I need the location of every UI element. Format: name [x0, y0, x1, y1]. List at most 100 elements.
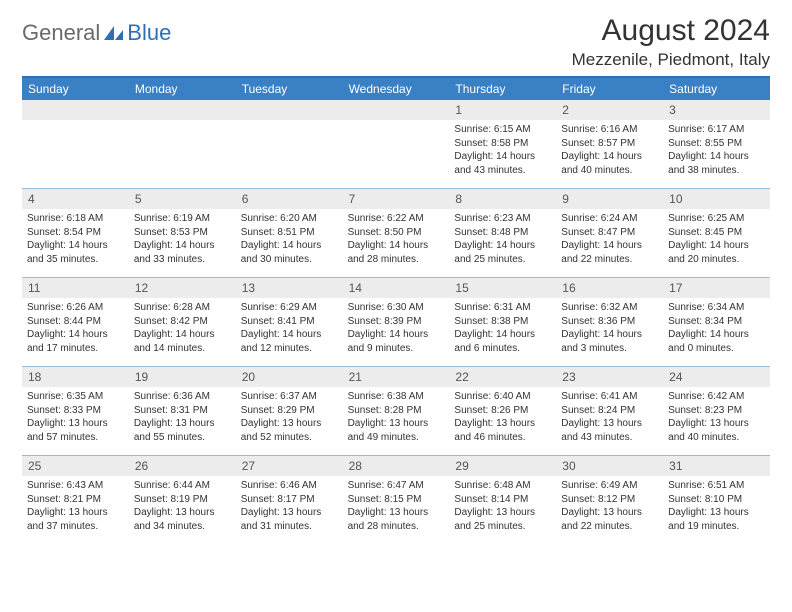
day-number: 28 — [343, 456, 450, 476]
sunrise-text: Sunrise: 6:23 AM — [454, 212, 551, 226]
week-row: 1Sunrise: 6:15 AMSunset: 8:58 PMDaylight… — [22, 100, 770, 188]
day-header: Friday — [556, 78, 663, 100]
day-number: 3 — [663, 100, 770, 120]
daylight-text: Daylight: 13 hours and 46 minutes. — [454, 417, 551, 444]
day-number: 5 — [129, 189, 236, 209]
calendar-cell: 16Sunrise: 6:32 AMSunset: 8:36 PMDayligh… — [556, 278, 663, 366]
sunrise-text: Sunrise: 6:42 AM — [668, 390, 765, 404]
calendar-cell: 4Sunrise: 6:18 AMSunset: 8:54 PMDaylight… — [22, 189, 129, 277]
sunrise-text: Sunrise: 6:26 AM — [27, 301, 124, 315]
sunset-text: Sunset: 8:45 PM — [668, 226, 765, 240]
daylight-text: Daylight: 14 hours and 33 minutes. — [134, 239, 231, 266]
week-row: 4Sunrise: 6:18 AMSunset: 8:54 PMDaylight… — [22, 188, 770, 277]
calendar-cell: 26Sunrise: 6:44 AMSunset: 8:19 PMDayligh… — [129, 456, 236, 544]
calendar-cell: 28Sunrise: 6:47 AMSunset: 8:15 PMDayligh… — [343, 456, 450, 544]
daylight-text: Daylight: 14 hours and 38 minutes. — [668, 150, 765, 177]
day-number — [343, 100, 450, 120]
calendar-cell: 12Sunrise: 6:28 AMSunset: 8:42 PMDayligh… — [129, 278, 236, 366]
calendar-cell: 17Sunrise: 6:34 AMSunset: 8:34 PMDayligh… — [663, 278, 770, 366]
day-number: 1 — [449, 100, 556, 120]
sunrise-text: Sunrise: 6:17 AM — [668, 123, 765, 137]
sunrise-text: Sunrise: 6:30 AM — [348, 301, 445, 315]
day-number: 23 — [556, 367, 663, 387]
calendar-cell: 6Sunrise: 6:20 AMSunset: 8:51 PMDaylight… — [236, 189, 343, 277]
daylight-text: Daylight: 14 hours and 6 minutes. — [454, 328, 551, 355]
sunset-text: Sunset: 8:12 PM — [561, 493, 658, 507]
day-number: 24 — [663, 367, 770, 387]
cell-body: Sunrise: 6:51 AMSunset: 8:10 PMDaylight:… — [663, 476, 770, 537]
sunset-text: Sunset: 8:21 PM — [27, 493, 124, 507]
daylight-text: Daylight: 13 hours and 37 minutes. — [27, 506, 124, 533]
day-header: Tuesday — [236, 78, 343, 100]
sunrise-text: Sunrise: 6:22 AM — [348, 212, 445, 226]
daylight-text: Daylight: 14 hours and 30 minutes. — [241, 239, 338, 266]
sunrise-text: Sunrise: 6:24 AM — [561, 212, 658, 226]
daylight-text: Daylight: 14 hours and 40 minutes. — [561, 150, 658, 177]
daylight-text: Daylight: 14 hours and 25 minutes. — [454, 239, 551, 266]
calendar-cell: 8Sunrise: 6:23 AMSunset: 8:48 PMDaylight… — [449, 189, 556, 277]
cell-body: Sunrise: 6:32 AMSunset: 8:36 PMDaylight:… — [556, 298, 663, 359]
day-header: Sunday — [22, 78, 129, 100]
calendar-cell: 7Sunrise: 6:22 AMSunset: 8:50 PMDaylight… — [343, 189, 450, 277]
page: General Blue August 2024 Mezzenile, Pied… — [0, 0, 792, 544]
sunset-text: Sunset: 8:42 PM — [134, 315, 231, 329]
day-number: 22 — [449, 367, 556, 387]
sunset-text: Sunset: 8:34 PM — [668, 315, 765, 329]
day-number: 30 — [556, 456, 663, 476]
day-number: 31 — [663, 456, 770, 476]
logo-blue: Blue — [127, 20, 171, 46]
sunset-text: Sunset: 8:28 PM — [348, 404, 445, 418]
sunset-text: Sunset: 8:15 PM — [348, 493, 445, 507]
daylight-text: Daylight: 13 hours and 25 minutes. — [454, 506, 551, 533]
week-row: 18Sunrise: 6:35 AMSunset: 8:33 PMDayligh… — [22, 366, 770, 455]
sunrise-text: Sunrise: 6:18 AM — [27, 212, 124, 226]
logo: General Blue — [22, 14, 171, 46]
cell-body: Sunrise: 6:16 AMSunset: 8:57 PMDaylight:… — [556, 120, 663, 181]
sunrise-text: Sunrise: 6:28 AM — [134, 301, 231, 315]
daylight-text: Daylight: 14 hours and 28 minutes. — [348, 239, 445, 266]
daylight-text: Daylight: 13 hours and 40 minutes. — [668, 417, 765, 444]
cell-body: Sunrise: 6:44 AMSunset: 8:19 PMDaylight:… — [129, 476, 236, 537]
day-number: 21 — [343, 367, 450, 387]
sunset-text: Sunset: 8:51 PM — [241, 226, 338, 240]
cell-body: Sunrise: 6:38 AMSunset: 8:28 PMDaylight:… — [343, 387, 450, 448]
calendar-cell: 19Sunrise: 6:36 AMSunset: 8:31 PMDayligh… — [129, 367, 236, 455]
cell-body: Sunrise: 6:40 AMSunset: 8:26 PMDaylight:… — [449, 387, 556, 448]
cell-body: Sunrise: 6:22 AMSunset: 8:50 PMDaylight:… — [343, 209, 450, 270]
sunrise-text: Sunrise: 6:25 AM — [668, 212, 765, 226]
sunset-text: Sunset: 8:47 PM — [561, 226, 658, 240]
calendar-cell: 25Sunrise: 6:43 AMSunset: 8:21 PMDayligh… — [22, 456, 129, 544]
cell-body: Sunrise: 6:41 AMSunset: 8:24 PMDaylight:… — [556, 387, 663, 448]
sunset-text: Sunset: 8:10 PM — [668, 493, 765, 507]
calendar-cell: 20Sunrise: 6:37 AMSunset: 8:29 PMDayligh… — [236, 367, 343, 455]
sunrise-text: Sunrise: 6:48 AM — [454, 479, 551, 493]
sunrise-text: Sunrise: 6:35 AM — [27, 390, 124, 404]
logo-sail-icon — [103, 24, 125, 42]
daylight-text: Daylight: 14 hours and 20 minutes. — [668, 239, 765, 266]
sunset-text: Sunset: 8:26 PM — [454, 404, 551, 418]
day-number: 26 — [129, 456, 236, 476]
cell-body: Sunrise: 6:26 AMSunset: 8:44 PMDaylight:… — [22, 298, 129, 359]
calendar-cell: 10Sunrise: 6:25 AMSunset: 8:45 PMDayligh… — [663, 189, 770, 277]
day-number: 11 — [22, 278, 129, 298]
cell-body: Sunrise: 6:25 AMSunset: 8:45 PMDaylight:… — [663, 209, 770, 270]
sunset-text: Sunset: 8:38 PM — [454, 315, 551, 329]
calendar: SundayMondayTuesdayWednesdayThursdayFrid… — [22, 76, 770, 544]
cell-body: Sunrise: 6:48 AMSunset: 8:14 PMDaylight:… — [449, 476, 556, 537]
sunset-text: Sunset: 8:17 PM — [241, 493, 338, 507]
calendar-cell: 21Sunrise: 6:38 AMSunset: 8:28 PMDayligh… — [343, 367, 450, 455]
day-header: Thursday — [449, 78, 556, 100]
daylight-text: Daylight: 14 hours and 12 minutes. — [241, 328, 338, 355]
calendar-cell: 30Sunrise: 6:49 AMSunset: 8:12 PMDayligh… — [556, 456, 663, 544]
sunset-text: Sunset: 8:23 PM — [668, 404, 765, 418]
daylight-text: Daylight: 13 hours and 34 minutes. — [134, 506, 231, 533]
sunset-text: Sunset: 8:53 PM — [134, 226, 231, 240]
day-number: 29 — [449, 456, 556, 476]
sunset-text: Sunset: 8:29 PM — [241, 404, 338, 418]
cell-body: Sunrise: 6:28 AMSunset: 8:42 PMDaylight:… — [129, 298, 236, 359]
sunset-text: Sunset: 8:41 PM — [241, 315, 338, 329]
sunset-text: Sunset: 8:44 PM — [27, 315, 124, 329]
calendar-cell: 23Sunrise: 6:41 AMSunset: 8:24 PMDayligh… — [556, 367, 663, 455]
calendar-cell: 22Sunrise: 6:40 AMSunset: 8:26 PMDayligh… — [449, 367, 556, 455]
sunset-text: Sunset: 8:57 PM — [561, 137, 658, 151]
